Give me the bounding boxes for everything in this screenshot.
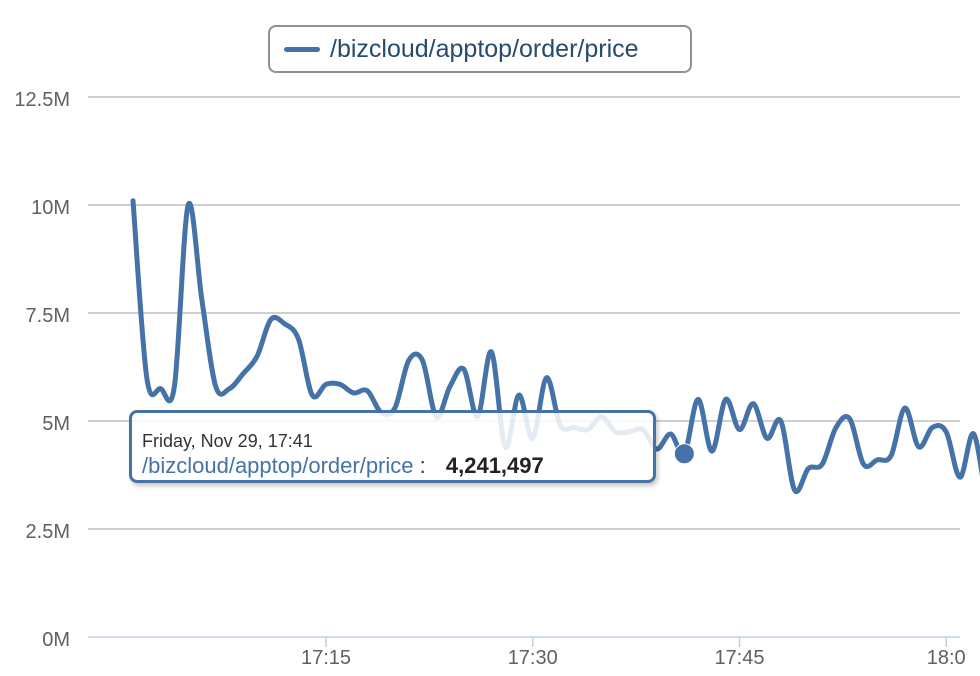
legend-series-label[interactable]: /bizcloud/apptop/order/price	[330, 34, 639, 63]
tooltip-value: 4,241,497	[445, 453, 544, 478]
x-tick-label: 17:30	[508, 647, 558, 669]
legend[interactable]: /bizcloud/apptop/order/price	[268, 25, 692, 73]
y-tick-label: 2.5M	[26, 521, 70, 543]
tooltip-row: /bizcloud/apptop/order/price : 4,241,497	[142, 452, 653, 480]
y-tick-label: 5M	[42, 413, 70, 435]
y-tick-label: 10M	[31, 197, 70, 219]
hover-point-marker	[673, 443, 695, 465]
x-tick-label: 17:15	[301, 647, 351, 669]
x-tick-label: 18:0	[927, 647, 966, 669]
series-line	[130, 198, 980, 495]
x-axis-tick-labels: 17:15 17:30 17:45 18:0	[301, 647, 966, 669]
legend-line-swatch	[284, 46, 320, 52]
y-tick-label: 12.5M	[14, 89, 70, 111]
tooltip-series-name: /bizcloud/apptop/order/price	[142, 453, 414, 478]
y-axis-tick-labels: 0M 2.5M 5M 7.5M 10M 12.5M	[14, 89, 70, 651]
tooltip-date: Friday, Nov 29, 17:41	[142, 431, 313, 451]
tooltip: Friday, Nov 29, 17:41 /bizcloud/apptop/o…	[129, 410, 656, 483]
series-layer	[130, 198, 980, 495]
y-tick-label: 7.5M	[26, 305, 70, 327]
x-tick-label: 17:45	[714, 647, 764, 669]
tooltip-separator: :	[419, 453, 426, 478]
y-tick-label: 0M	[42, 629, 70, 651]
grid-lines	[88, 96, 960, 647]
